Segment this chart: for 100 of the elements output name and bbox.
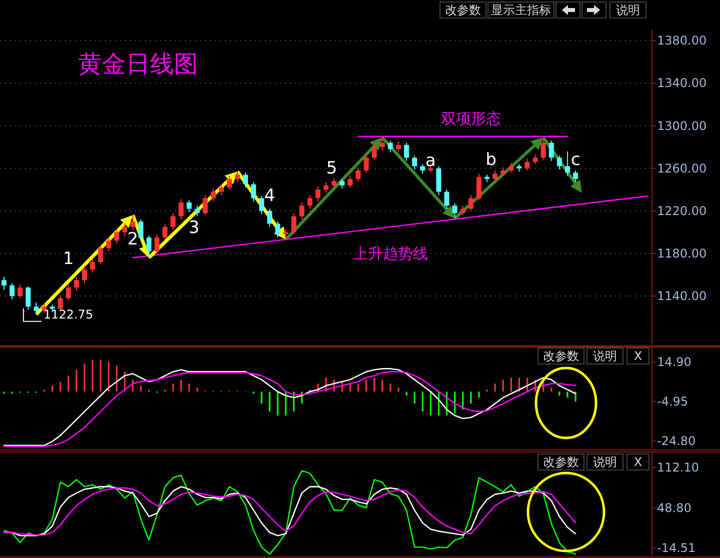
candlestick [130,214,136,231]
candlestick [291,212,296,235]
candlestick [468,194,474,212]
annotation: a [425,150,436,171]
candlestick [275,221,280,238]
candlestick [234,171,240,183]
candlestick [460,205,466,216]
candlestick [226,175,232,190]
candlestick [324,182,328,194]
candlestick [186,200,192,212]
candlestick [146,234,152,258]
candlestick [162,223,168,240]
candlestick [388,140,393,153]
candlestick [340,178,345,190]
y-tick-label: 1300.00 [657,118,707,133]
annotation: 双项形态 [440,109,501,128]
y-tick-label: 1380.00 [657,34,707,48]
candlestick [26,286,31,310]
annotation: 3 [188,218,200,238]
text: X [634,349,642,363]
text: 改参数 [445,3,481,17]
candlestick [307,194,312,210]
candlestick [315,186,320,202]
candlestick [524,158,530,171]
y-tick-label: 1220.00 [657,204,707,218]
candlestick [18,284,23,299]
candlestick [218,184,224,196]
y-tick-label: 48.80 [657,500,692,515]
candlestick [170,212,176,231]
candlestick [548,140,554,162]
candlestick [267,208,272,228]
annotation: 1 [63,248,74,269]
candlestick [74,276,79,292]
text: 显示主指标 [491,3,551,17]
candlestick [210,188,216,202]
candlestick [243,172,248,188]
candlestick [540,136,546,160]
text: 说明 [616,3,640,17]
line-series [3,470,576,555]
annotation: 上升趋势线 [352,244,428,262]
candlestick [106,237,112,252]
candlestick [564,150,570,176]
y-tick-label: -4.95 [657,394,688,408]
candlestick [476,173,482,201]
y-tick-label: -24.80 [657,434,696,448]
candlestick [178,198,184,220]
annotation: 1122.75 [43,307,94,322]
candlestick [154,234,160,254]
candlestick [420,164,426,174]
candlestick [90,258,96,274]
annotation: 改参数 [543,455,579,469]
candlestick [66,284,71,301]
candlestick [34,302,39,315]
candlestick [332,177,337,190]
text: 说明 [593,349,617,363]
candlestick [573,170,578,183]
candlestick [58,294,63,312]
candlestick [283,228,288,240]
candlestick [452,202,458,219]
candlestick [356,166,361,182]
annotation: c [570,150,580,170]
candlestick [380,136,385,151]
annotation: 改参数 [543,349,579,363]
candlestick [396,141,401,152]
candlestick [259,196,264,215]
annotation: 4 [264,186,276,206]
candlestick [436,166,442,196]
candlestick [348,175,353,188]
annotation: 5 [326,158,338,178]
candlestick [404,142,409,162]
candlestick [114,228,120,244]
y-tick-label: 112.10 [657,460,699,475]
candlestick [444,189,450,210]
candlestick [251,182,256,202]
candlestick [508,162,514,174]
candlestick [122,223,128,237]
candlestick [372,143,377,160]
text: 说明 [593,455,617,469]
y-tick-label: 1340.00 [657,76,707,90]
candlestick [202,194,208,216]
candlestick [364,154,369,174]
y-tick-label: 14.90 [657,354,692,369]
candlestick [412,155,418,170]
y-tick-label: 1260.00 [657,161,707,176]
candlestick [98,244,104,265]
y-tick-label: 1140.00 [657,289,707,304]
candlestick [492,170,498,182]
candlestick [82,266,88,284]
annotation: b [486,150,496,170]
annotation: 2 [127,230,138,250]
y-tick-label: 1180.00 [657,246,707,260]
candlestick [299,202,304,220]
text: X [634,455,642,469]
candlestick [2,276,7,290]
candlestick [138,218,144,242]
y-tick-label: -14.51 [657,541,696,556]
candlestick [10,282,15,300]
candlestick [194,205,200,217]
text: 黄金日线图 [78,50,198,78]
candlestick [556,155,562,170]
